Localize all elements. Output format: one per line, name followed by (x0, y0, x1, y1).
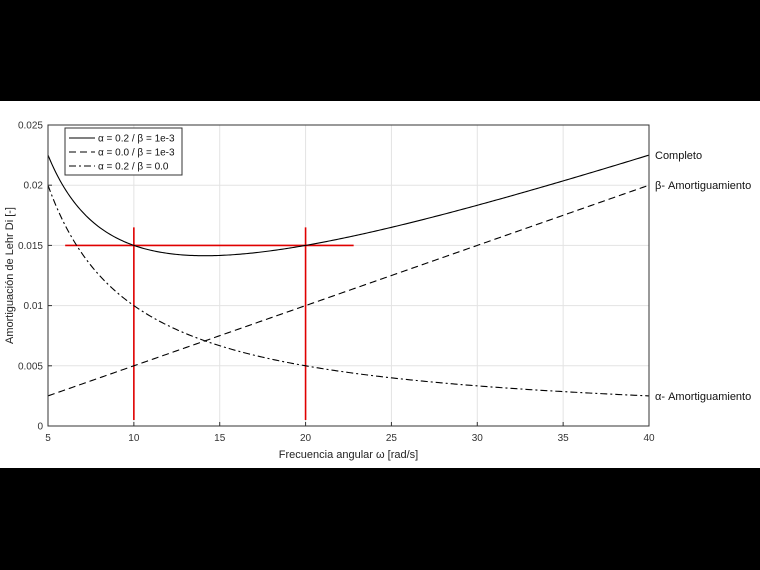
figure-panel: 5 10 15 20 25 30 35 40 0 0.005 0.01 0.015 0.02 0.025 … (0, 101, 760, 468)
x-tick-label: 5 (45, 433, 51, 444)
y-tick-label: 0.025 (18, 121, 43, 132)
x-tick-label: 30 (472, 433, 484, 444)
legend-entry: α = 0.0 / β = 1e-3 (98, 148, 175, 159)
plot-frame (47, 124, 650, 427)
annotation-label: Completo (655, 150, 702, 162)
y-tick-label: 0.02 (24, 181, 44, 192)
x-tick-label: 25 (386, 433, 398, 444)
series-line-2 (47, 184, 650, 397)
annotations: Completo β- Amortiguamiento α- Amortiguami… (655, 150, 751, 403)
x-tick-label: 35 (558, 433, 570, 444)
x-axis-label: Frecuencia angular ω [rad/s] (279, 449, 418, 461)
series-line-3 (47, 185, 650, 397)
legend-entry: α = 0.2 / β = 1e-3 (98, 134, 175, 145)
annotation-label: α- Amortiguamiento (655, 391, 751, 403)
legend-entry: α = 0.2 / β = 0.0 (98, 162, 169, 173)
chart: 5 10 15 20 25 30 35 4000.0050.010.0150.020.025 … (4, 121, 751, 462)
tick-labels: 5 10 15 20 25 30 35 40 0 0.005 0.01 0.015 0.02 0.025 (18, 121, 655, 445)
axes (47, 124, 650, 427)
legend: α = 0.2 / β = 1e-3 α = 0.0 / β = 1e-3 α = … (64, 127, 183, 176)
annotation-label: β- Amortiguamiento (655, 180, 751, 192)
x-tick-label: 15 (214, 433, 226, 444)
y-axis-label: Amortiguación de Lehr Di [-] (4, 207, 16, 344)
series-line-1 (47, 154, 650, 257)
y-tick-label: 0.01 (24, 301, 44, 312)
series-group (47, 154, 650, 397)
y-tick-label: 0.015 (18, 241, 43, 252)
x-tick-label: 40 (643, 433, 655, 444)
x-tick-label: 10 (128, 433, 140, 444)
y-tick-label: 0.005 (18, 361, 43, 372)
x-tick-label: 20 (300, 433, 312, 444)
y-tick-label: 0 (37, 422, 43, 433)
